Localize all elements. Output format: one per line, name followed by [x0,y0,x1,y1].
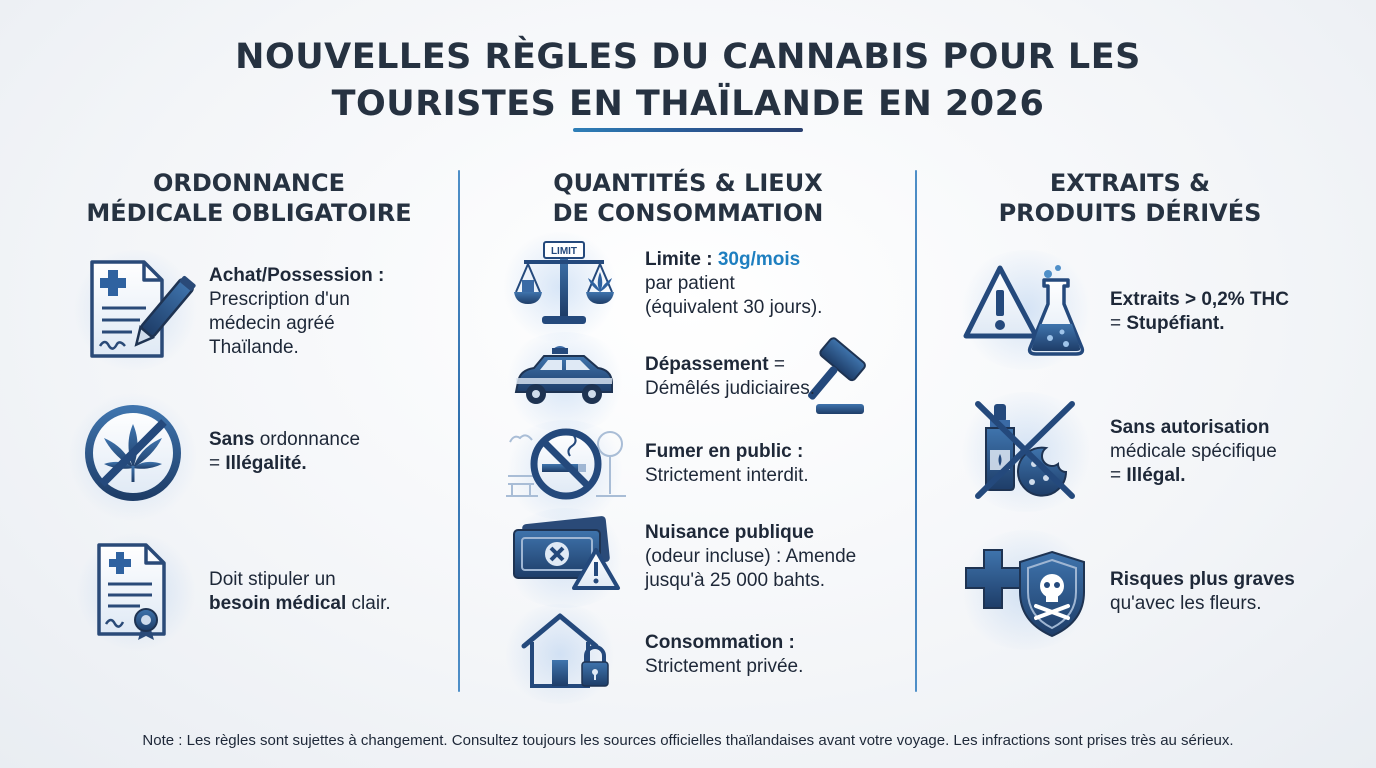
text-line: Doit stipuler un [209,569,336,590]
bold-label: Limite : [645,249,718,270]
medical-certificate-icon [96,542,170,642]
bold-label: Achat/Possession : [209,265,385,286]
bold-label: besoin médical [209,593,347,614]
police-car-icon [512,342,616,408]
no-authorization-text: Sans autorisation médicale spécifique = … [1110,416,1277,488]
text-part: = [1110,465,1127,486]
scale-limit-label: LIMIT [551,246,577,257]
text-part: clair. [346,593,391,614]
warning-flask-icon [963,262,1086,356]
greater-risks-text: Risques plus graves qu'avec les fleurs. [1110,568,1295,616]
text-line: qu'avec les fleurs. [1110,593,1262,614]
extracts-thc-text: Extraits > 0,2% THC = Stupéfiant. [1110,288,1289,336]
prescription-rule-text: Achat/Possession : Prescription d'un méd… [209,264,384,360]
column-heading-quantities: QUANTITÉS & LIEUX DE CONSOMMATION [468,168,908,228]
text-line: médecin agréé [209,313,335,334]
medical-need-text: Doit stipuler un besoin médical clair. [209,568,391,616]
bold-label: Illégalité. [225,453,307,474]
text-line: Strictement privée. [645,656,804,677]
text-line: médicale spécifique [1110,441,1277,462]
bold-label: Consommation : [645,632,795,653]
private-consumption-text: Consommation : Strictement privée. [645,631,803,679]
text-part: = [768,354,785,375]
text-line: Prescription d'un [209,289,350,310]
text-part: = [1110,313,1127,334]
heading-line: DE CONSOMMATION [552,199,824,227]
title-underline [573,128,803,132]
excess-text: Dépassement = Démêlés judiciaires. [645,353,815,401]
house-lock-icon [520,610,612,692]
bold-label: Sans [209,429,255,450]
public-smoking-text: Fumer en public : Strictement interdit. [645,440,809,488]
heading-line: MÉDICALE OBLIGATOIRE [86,199,412,227]
bold-label: Fumer en public : [645,441,804,462]
text-line: par patient [645,273,735,294]
text-line: (équivalent 30 jours). [645,297,823,318]
public-nuisance-text: Nuisance publique (odeur incluse) : Amen… [645,521,856,593]
heading-line: ORDONNANCE [152,169,346,197]
bold-label: Sans autorisation [1110,417,1270,438]
title-line-1: NOUVELLES RÈGLES DU CANNABIS POUR LES [235,37,1141,77]
no-smoking-icon [504,426,628,500]
text-line: jusqu'à 25 000 bahts. [645,570,826,591]
limit-text: Limite : 30g/mois par patient (équivalen… [645,248,822,320]
limit-value: 30g/mois [717,249,801,270]
no-cannabis-icon [84,404,182,502]
column-heading-extracts: EXTRAITS & PRODUITS DÉRIVÉS [920,168,1340,228]
heading-line: EXTRAITS & [1049,169,1211,197]
footer-note: Note : Les règles sont sujettes à change… [142,732,1234,749]
text-line: Thaïlande. [209,337,299,358]
bold-label: Stupéfiant. [1126,313,1225,334]
prescription-pen-icon [88,258,196,362]
bold-label: Dépassement [645,354,769,375]
bold-label: Nuisance publique [645,522,814,543]
bold-label: Illégal. [1126,465,1186,486]
title-line-2: TOURISTES EN THAÏLANDE EN 2026 [331,84,1045,124]
heading-line: PRODUITS DÉRIVÉS [998,199,1262,227]
fine-money-warning-icon [510,516,622,590]
text-line: (odeur incluse) : Amende [645,546,857,567]
gavel-icon [808,334,888,416]
no-oil-cookie-icon [972,398,1078,502]
column-divider-left [458,170,460,692]
column-divider-right [915,170,917,692]
scale-limit-icon: LIMIT [510,236,618,328]
no-prescription-text: Sans ordonnance = Illégalité. [209,428,360,476]
text-part: ordonnance [254,429,361,450]
bold-label: Extraits > 0,2% THC [1110,289,1289,310]
health-risk-shield-icon [964,548,1086,638]
bold-label: Risques plus graves [1110,569,1295,590]
text-part: = [209,453,226,474]
column-heading-prescription: ORDONNANCE MÉDICALE OBLIGATOIRE [30,168,468,228]
text-line: Démêlés judiciaires. [645,378,816,399]
page-title: NOUVELLES RÈGLES DU CANNABIS POUR LES TO… [0,34,1376,128]
text-line: Strictement interdit. [645,465,809,486]
heading-line: QUANTITÉS & LIEUX [553,169,823,197]
